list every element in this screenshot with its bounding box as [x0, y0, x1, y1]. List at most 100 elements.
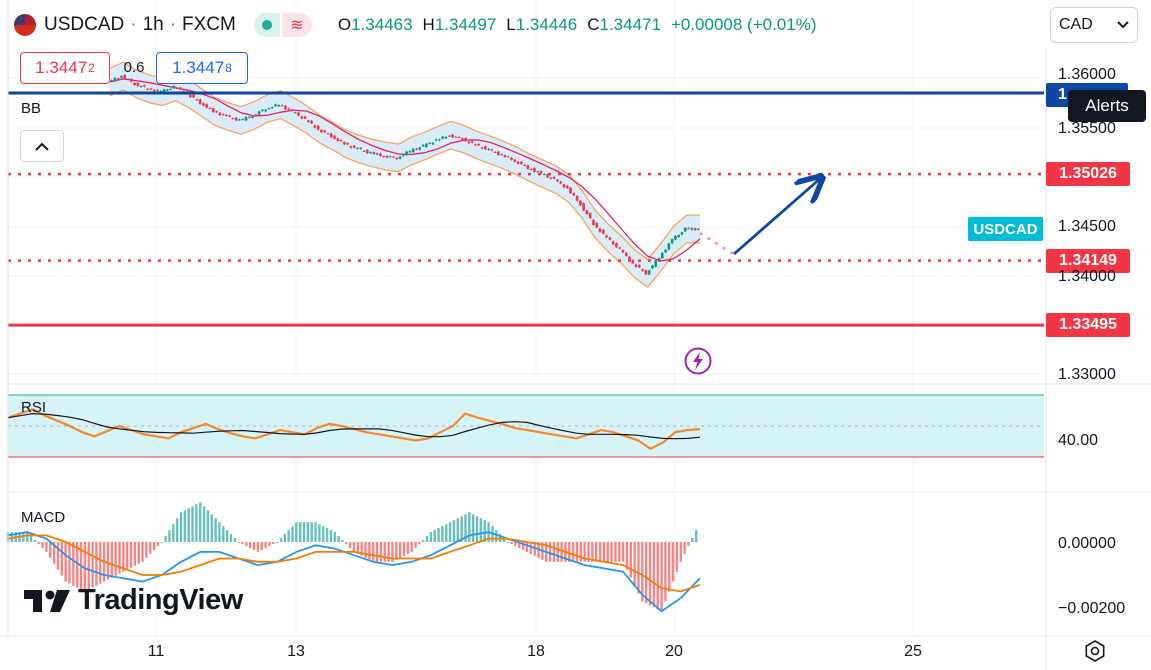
- candle-body: [123, 74, 127, 79]
- macd-histogram-bar: [560, 542, 563, 562]
- macd-indicator-label[interactable]: MACD: [21, 509, 66, 526]
- macd-histogram-bar: [571, 542, 575, 562]
- macd-histogram-bar: [133, 542, 137, 566]
- macd-histogram-bar: [687, 542, 690, 546]
- buy-button[interactable]: 1.3447 8: [156, 52, 248, 84]
- macd-histogram-bar: [283, 534, 286, 542]
- candle-body: [579, 200, 582, 206]
- forecast-arrow: [733, 177, 822, 256]
- candle-body: [152, 90, 156, 92]
- macd-pane[interactable]: [6, 502, 701, 613]
- macd-histogram-bar: [245, 542, 248, 546]
- rsi-indicator-label[interactable]: RSI: [21, 399, 47, 416]
- candle-body: [451, 134, 454, 138]
- bollinger-basis-line: [109, 78, 701, 262]
- candle-body: [611, 241, 615, 245]
- macd-histogram-bar: [206, 510, 210, 542]
- lightning-event-icon[interactable]: [684, 347, 712, 375]
- currency-select[interactable]: CAD: [1050, 7, 1138, 43]
- price-pane[interactable]: [8, 61, 1044, 327]
- macd-histogram-bar: [291, 526, 294, 542]
- macd-histogram-bar: [433, 530, 436, 542]
- candle-body: [310, 120, 313, 124]
- alerts-tooltip[interactable]: Alerts: [1068, 90, 1146, 122]
- candle-body: [136, 82, 140, 87]
- candle-body: [621, 250, 625, 253]
- macd-histogram-bar: [302, 522, 306, 542]
- macd-histogram-bar: [125, 542, 129, 570]
- bollinger-lower-line: [109, 89, 700, 289]
- x-tick-label: 11: [147, 643, 165, 660]
- tradingview-logo[interactable]: TradingView: [24, 584, 243, 617]
- chevron-down-icon: [1117, 21, 1129, 29]
- macd-histogram-bar: [164, 536, 167, 542]
- candle-body: [467, 141, 471, 144]
- open-value: 1.34463: [351, 15, 413, 34]
- macd-histogram-bar: [10, 532, 14, 542]
- candle-body: [320, 129, 323, 133]
- macd-histogram-bar: [602, 542, 606, 562]
- candle-body: [605, 235, 608, 238]
- candle-body: [418, 147, 422, 150]
- candle-body: [533, 168, 536, 172]
- macd-histogram-bar: [83, 542, 87, 592]
- candle-body: [116, 78, 120, 80]
- logo-text: TradingView: [78, 584, 243, 616]
- macd-histogram-bar: [183, 510, 187, 542]
- macd-histogram-bar: [548, 542, 552, 562]
- macd-histogram-bar: [429, 532, 433, 542]
- tradingview-logo-icon: [24, 589, 70, 612]
- macd-histogram-bar: [41, 542, 44, 548]
- y-tick-label: 1.34500: [1058, 218, 1116, 235]
- candle-body: [110, 80, 113, 82]
- candle-body: [470, 141, 474, 143]
- macd-histogram-bar: [625, 542, 629, 570]
- macd-histogram-bar: [106, 542, 110, 580]
- candle-body: [421, 144, 425, 147]
- candle-body: [172, 85, 176, 89]
- candle-body: [680, 232, 684, 235]
- chart-settings-button[interactable]: [1080, 636, 1110, 666]
- macd-histogram-bar: [441, 526, 444, 542]
- macd-histogram-bar: [76, 542, 79, 588]
- candle-body: [651, 265, 654, 269]
- candle-body: [647, 270, 651, 275]
- candle-body: [602, 229, 605, 234]
- macd-histogram-bar: [368, 542, 371, 560]
- candle-body: [674, 235, 677, 240]
- macd-histogram-bar: [391, 542, 394, 562]
- candle-body: [175, 87, 179, 89]
- candle-body: [434, 139, 438, 141]
- macd-histogram-bar: [587, 542, 590, 562]
- macd-histogram-bar: [260, 542, 263, 550]
- collapse-button[interactable]: [20, 130, 64, 162]
- macd-histogram-bar: [414, 542, 417, 548]
- macd-histogram-bar: [502, 538, 506, 542]
- rsi-pane[interactable]: [7, 394, 1044, 458]
- candle-body: [572, 193, 576, 196]
- support-price-tag: 1.34149: [1046, 248, 1130, 273]
- stop-price-tag: 1.33495: [1046, 313, 1130, 338]
- candle-body: [261, 109, 264, 111]
- interval-label[interactable]: 1h: [142, 14, 164, 35]
- macd-histogram-bar: [425, 536, 429, 542]
- bb-indicator-label[interactable]: BB: [21, 100, 42, 117]
- candle-body: [333, 135, 336, 139]
- symbol-name[interactable]: USDCAD: [44, 14, 125, 35]
- y-tick-label: 1.34000: [1058, 268, 1116, 285]
- candle-body: [654, 260, 658, 267]
- candle-body: [166, 89, 169, 91]
- candle-body: [234, 117, 238, 121]
- candle-body: [677, 234, 680, 238]
- macd-histogram-bar: [475, 516, 479, 542]
- sell-button[interactable]: 1.3447 2: [20, 52, 110, 84]
- macd-histogram-bar: [214, 518, 217, 542]
- market-status[interactable]: ≋: [253, 13, 312, 37]
- candle-body: [487, 148, 490, 150]
- candle-body: [546, 174, 549, 178]
- symbol-header[interactable]: USDCAD · 1h · FXCM ≋ O1.34463 H1.34497 L…: [14, 10, 817, 40]
- candle-body: [461, 138, 464, 141]
- macd-line: [7, 531, 701, 613]
- macd-histogram-bar: [514, 542, 517, 546]
